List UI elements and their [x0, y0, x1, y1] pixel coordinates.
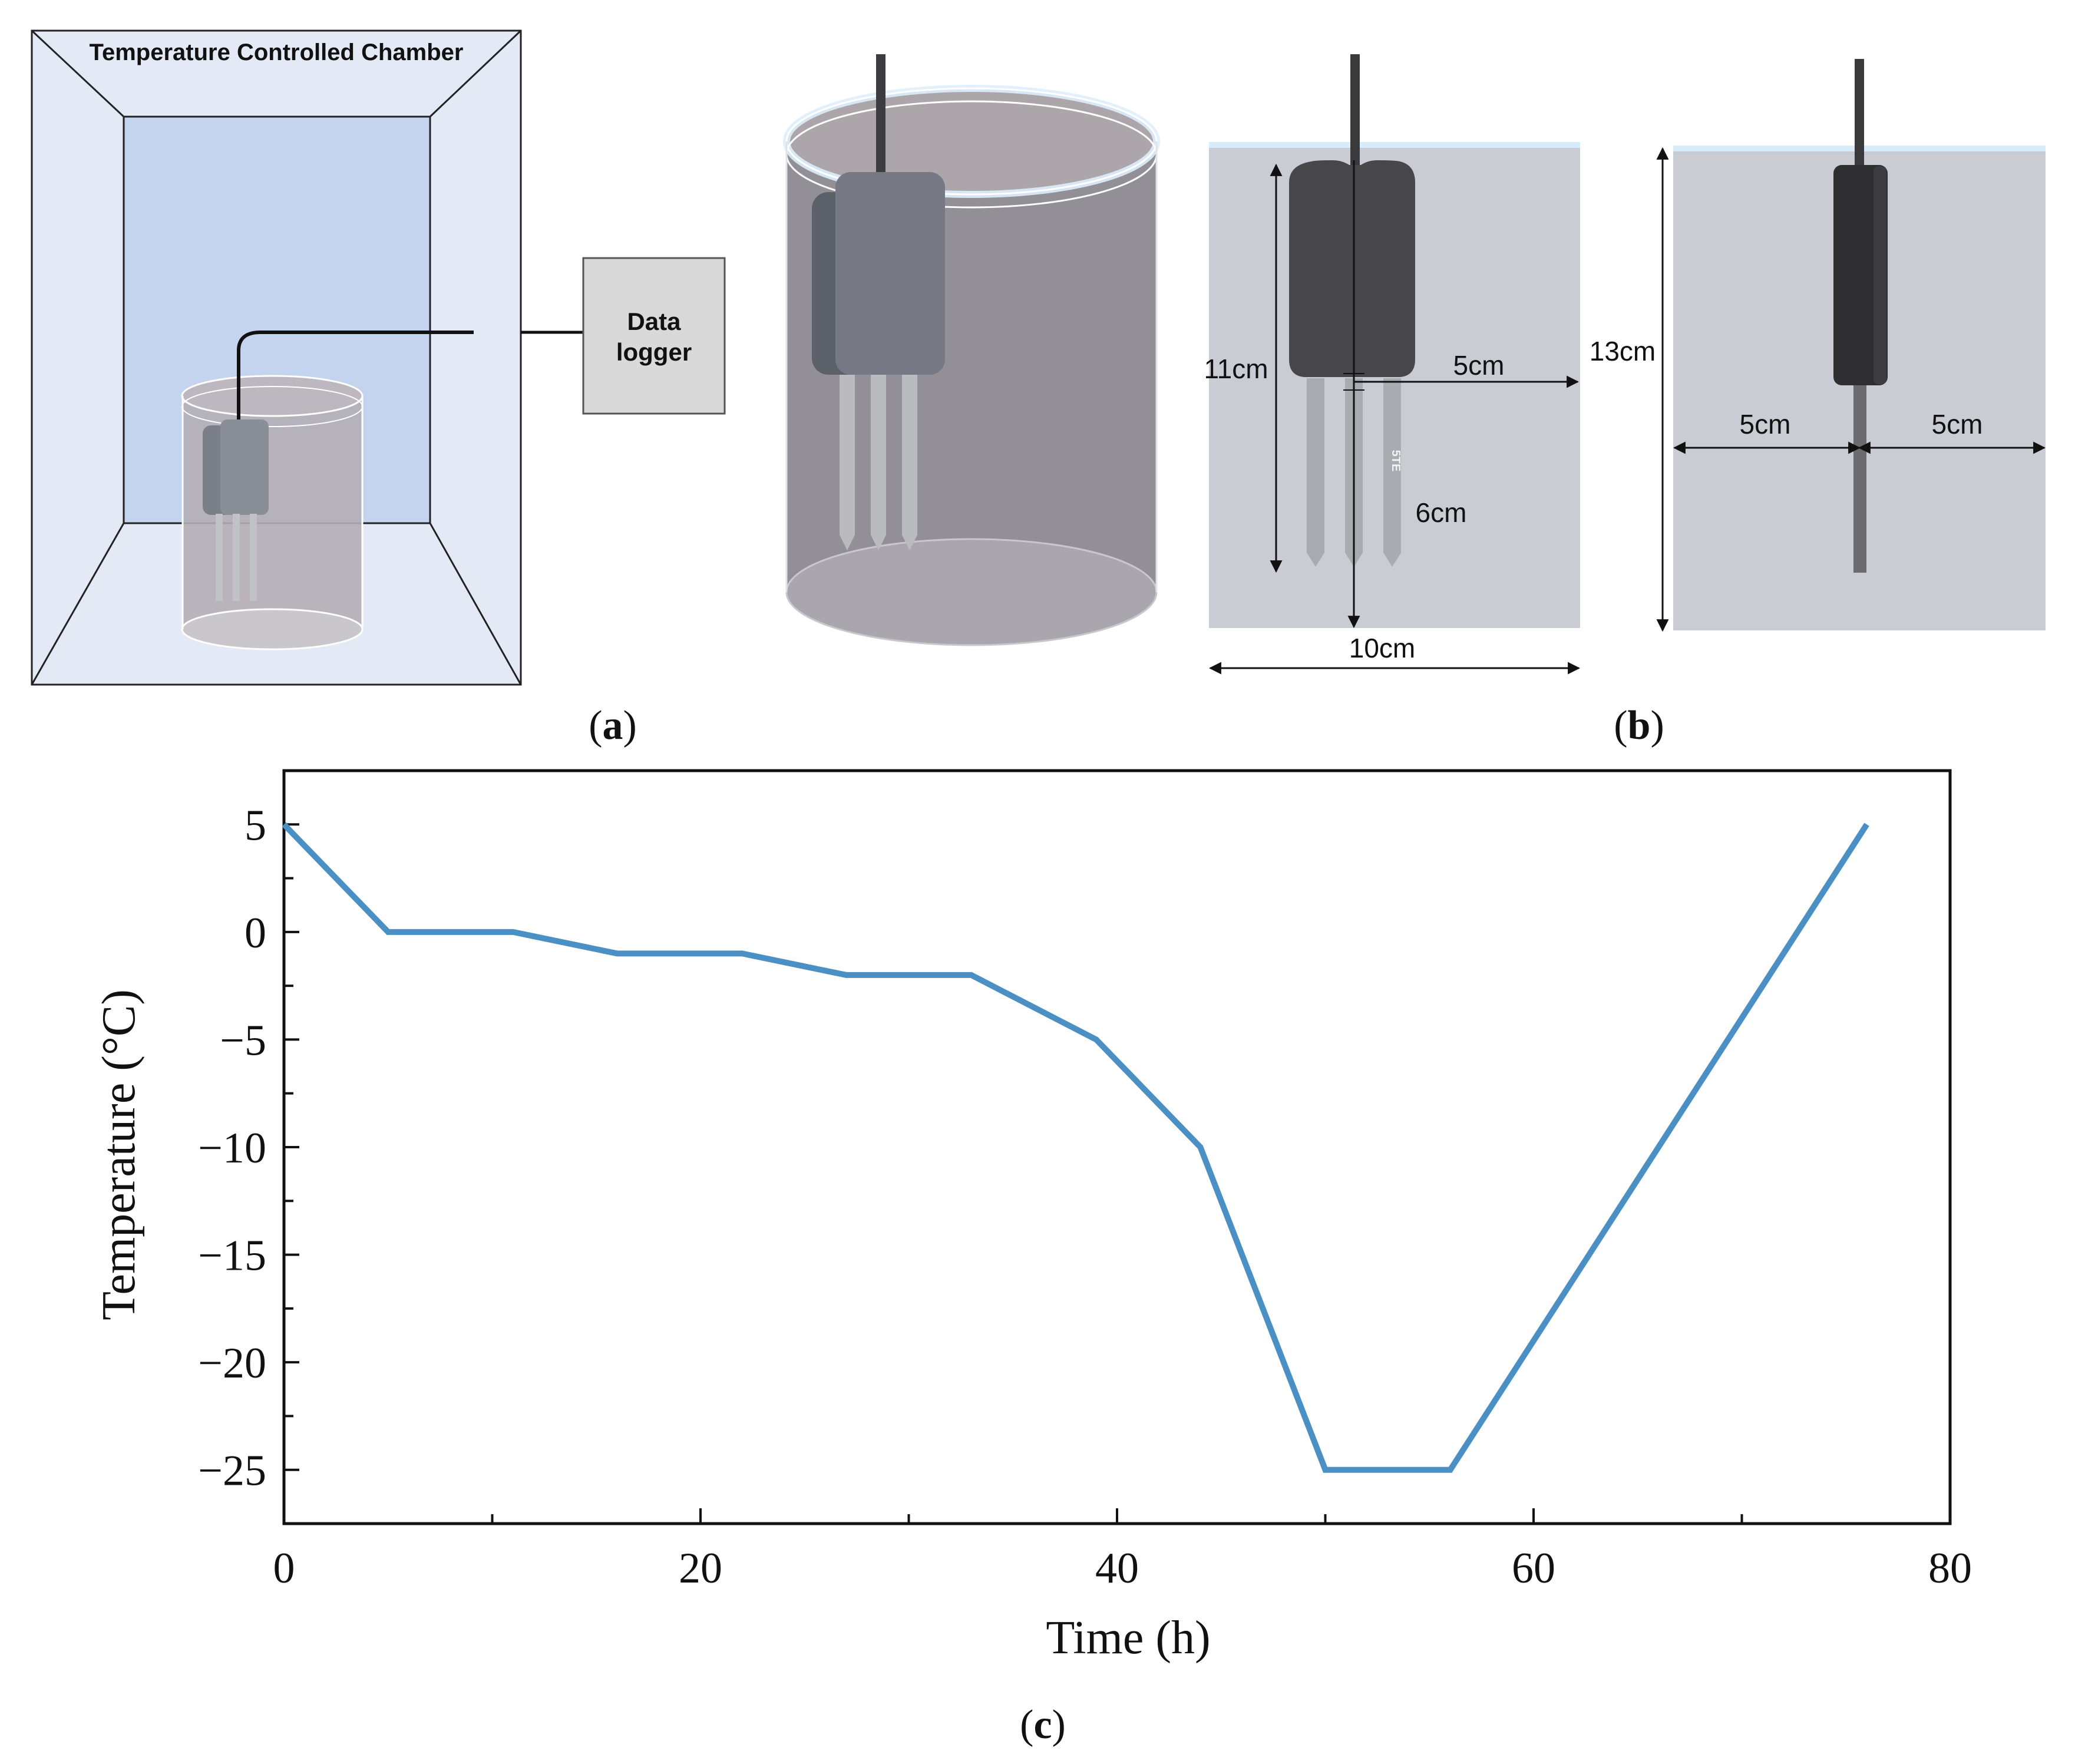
x-axis-title: Time (h) — [1046, 1612, 1210, 1664]
x-tick-label: 80 — [1928, 1544, 1972, 1593]
side-view: 13cm 5cm 5cm — [1590, 59, 2046, 632]
y-tick-label: −10 — [198, 1124, 266, 1172]
x-tick-label: 0 — [273, 1544, 295, 1593]
dim-sensor-height: 11cm — [1204, 354, 1268, 384]
caption-b: (b) — [1614, 703, 1664, 748]
x-tick-label: 40 — [1095, 1544, 1139, 1593]
dim-left-half: 5cm — [1740, 409, 1791, 440]
x-tick-label: 20 — [679, 1544, 722, 1593]
dim-prong-length: 6cm — [1416, 497, 1467, 528]
y-tick-label: −15 — [198, 1232, 266, 1280]
y-tick-label: −25 — [198, 1447, 266, 1495]
y-axis-title: Temperature (°C) — [93, 989, 145, 1320]
panel-c-chart: 0 20 40 60 80 5 0 −5 −10 −15 −20 −25 Time (h) Temp… — [93, 769, 1972, 1664]
dim-half-width-right: 5cm — [1453, 350, 1505, 381]
dim-width: 10cm — [1349, 633, 1415, 663]
small-sensor — [203, 419, 269, 601]
panel-a: Temperature Controlled Chamber Data logg… — [31, 29, 1160, 686]
x-tick-label: 60 — [1512, 1544, 1555, 1593]
y-tick-label: −20 — [198, 1339, 266, 1388]
sensor-model-label: 5TE — [1389, 450, 1402, 472]
sensor-cable — [237, 331, 474, 419]
panel-b: 5TE 11cm 5cm 6cm 10cm 13cm 5cm — [1204, 54, 2046, 675]
y-tick-label: 0 — [244, 909, 266, 957]
chamber-label: Temperature Controlled Chamber — [90, 39, 464, 65]
front-view: 5TE 11cm 5cm 6cm 10cm — [1204, 54, 1581, 675]
dim-total-height: 13cm — [1590, 336, 1656, 366]
y-tick-label: −5 — [220, 1016, 266, 1065]
large-sensor — [812, 54, 945, 550]
data-logger-label-1: Data — [627, 308, 681, 335]
plot-frame — [282, 769, 1952, 1525]
series-line-0 — [282, 822, 1869, 1473]
large-soil-container — [783, 85, 1160, 646]
data-logger: Data logger — [582, 257, 726, 415]
dim-right-half: 5cm — [1932, 409, 1983, 440]
data-logger-label-2: logger — [616, 338, 692, 366]
sensor-body — [1289, 160, 1415, 377]
y-tick-label: 5 — [244, 801, 266, 850]
caption-a: (a) — [589, 703, 637, 748]
caption-c: (c) — [1020, 1702, 1066, 1748]
